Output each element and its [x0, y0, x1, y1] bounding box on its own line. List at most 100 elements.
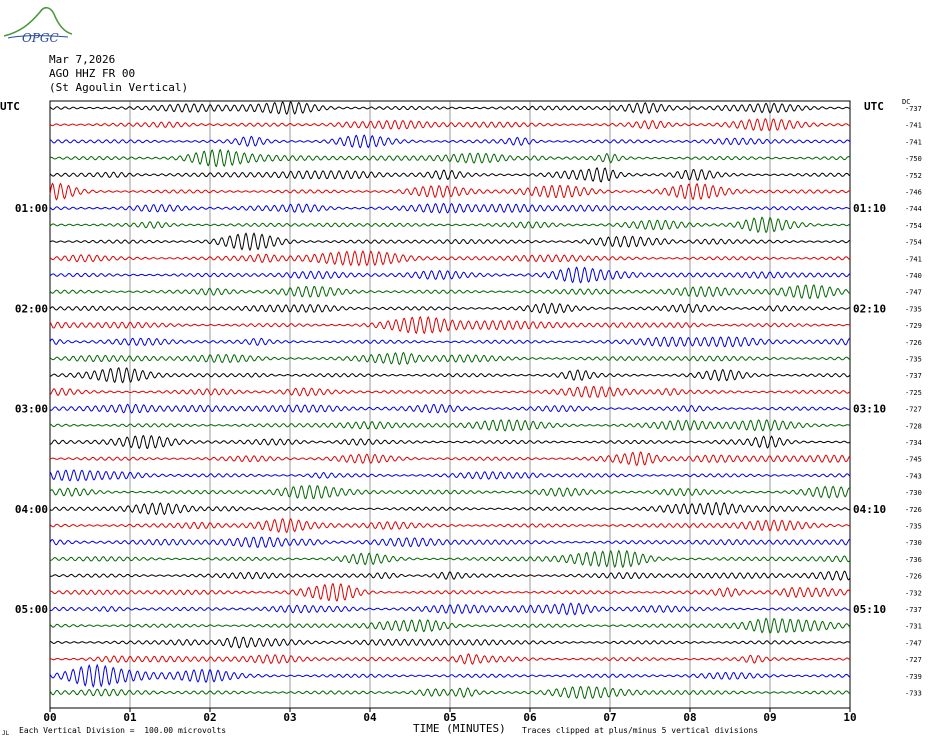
dc-offset-label: -726 — [905, 339, 922, 347]
right-time-label: 01:10 — [853, 202, 886, 215]
trace-row-28 — [49, 549, 851, 569]
trace-row-16 — [49, 351, 851, 366]
x-tick-label: 08 — [683, 711, 696, 724]
left-time-label: 03:00 — [15, 403, 48, 416]
trace-row-18 — [49, 385, 851, 398]
dc-offset-label: -750 — [905, 155, 922, 163]
header-description: (St Agoulin Vertical) — [49, 81, 189, 94]
dc-offset-label: -739 — [905, 673, 922, 681]
trace-row-26 — [49, 517, 851, 534]
clip-note: Traces clipped at plus/minus 5 vertical … — [522, 726, 759, 735]
x-tick-label: 05 — [443, 711, 456, 724]
x-axis-title: TIME (MINUTES) — [413, 722, 506, 735]
trace-row-24 — [49, 484, 851, 500]
x-tick-label: 03 — [283, 711, 296, 724]
x-tick-label: 10 — [843, 711, 856, 724]
trace-row-34 — [49, 653, 851, 665]
trace-row-1 — [49, 101, 851, 115]
dc-offset-label: -752 — [905, 172, 922, 180]
right-time-label: 04:10 — [853, 503, 886, 516]
dc-offset-label: -737 — [905, 606, 922, 614]
left-time-label: 02:00 — [15, 302, 48, 315]
trace-row-11 — [49, 266, 851, 284]
right-time-label: 03:10 — [853, 403, 886, 416]
scale-note: Each Vertical Division = 100.00 microvol… — [19, 726, 227, 735]
trace-row-17 — [49, 366, 851, 384]
x-tick-label: 00 — [43, 711, 56, 724]
dc-offset-label: -747 — [905, 289, 922, 297]
dc-offset-label: -736 — [905, 556, 922, 564]
trace-row-15 — [49, 336, 850, 348]
dc-offset-label: -733 — [905, 690, 922, 698]
utc-left-label: UTC — [0, 100, 20, 113]
left-time-label: 01:00 — [15, 202, 48, 215]
trace-row-12 — [49, 284, 851, 300]
trace-row-8 — [49, 216, 851, 234]
x-tick-label: 09 — [763, 711, 776, 724]
trace-row-4 — [49, 148, 851, 168]
trace-row-9 — [49, 232, 851, 252]
trace-row-2 — [49, 118, 851, 132]
dc-label: DC — [902, 98, 911, 106]
dc-offset-label: -743 — [905, 472, 922, 480]
trace-row-35 — [49, 663, 851, 688]
dc-offset-label: -734 — [905, 439, 922, 447]
dc-offset-label: -735 — [905, 523, 922, 531]
left-time-label: 05:00 — [15, 603, 48, 616]
trace-row-5 — [49, 167, 851, 183]
dc-offset-label: -730 — [905, 539, 922, 547]
dc-offset-label: -747 — [905, 639, 922, 647]
corner-mark: JL — [2, 730, 10, 737]
trace-row-3 — [49, 134, 851, 149]
dc-offset-label: -725 — [905, 389, 922, 397]
dc-offset-label: -744 — [905, 205, 922, 213]
dc-offset-label: -735 — [905, 305, 922, 313]
utc-right-label: UTC — [864, 100, 884, 113]
trace-row-23 — [49, 469, 851, 482]
trace-row-7 — [49, 202, 851, 214]
left-time-label: 04:00 — [15, 503, 48, 516]
dc-offset-label: -727 — [905, 656, 922, 664]
dc-offset-label: -729 — [905, 322, 922, 330]
trace-row-25 — [49, 501, 851, 516]
x-tick-label: 01 — [123, 711, 137, 724]
dc-offset-label: -726 — [905, 506, 922, 514]
trace-row-27 — [49, 536, 851, 548]
header-station: AGO HHZ FR 00 — [49, 67, 136, 80]
dc-offset-label: -746 — [905, 189, 922, 197]
opgc-logo: OPGC — [3, 6, 73, 44]
trace-row-32 — [49, 617, 851, 634]
dc-offset-label: -741 — [905, 122, 922, 130]
trace-row-13 — [49, 302, 851, 315]
x-tick-label: 07 — [603, 711, 616, 724]
dc-offset-label: -727 — [905, 406, 922, 414]
dc-offset-label: -754 — [905, 222, 922, 230]
trace-row-22 — [49, 451, 851, 466]
dc-offset-label: -737 — [905, 105, 922, 113]
dc-offset-label: -740 — [905, 272, 922, 280]
dc-offset-label: -737 — [905, 372, 922, 380]
dc-offset-label: -741 — [905, 255, 922, 263]
trace-row-21 — [49, 435, 851, 450]
dc-offset-label: -735 — [905, 356, 922, 364]
dc-offset-label: -754 — [905, 239, 922, 247]
trace-row-19 — [49, 403, 851, 414]
x-tick-label: 04 — [363, 711, 377, 724]
dc-offset-label: -726 — [905, 573, 922, 581]
trace-row-6 — [49, 182, 851, 201]
trace-row-30 — [49, 583, 851, 602]
trace-row-31 — [49, 602, 851, 616]
dc-offset-label: -730 — [905, 489, 922, 497]
header-date: Mar 7,2026 — [49, 53, 116, 66]
logo-mountain-icon — [3, 6, 73, 37]
trace-row-36 — [49, 685, 851, 700]
logo-text: OPGC — [22, 31, 59, 44]
trace-row-14 — [49, 315, 851, 335]
dc-offset-label: -732 — [905, 589, 922, 597]
trace-row-29 — [49, 570, 851, 581]
x-tick-label: 06 — [523, 711, 537, 724]
trace-row-10 — [49, 250, 851, 267]
trace-row-20 — [49, 419, 851, 432]
x-tick-label: 02 — [203, 711, 216, 724]
